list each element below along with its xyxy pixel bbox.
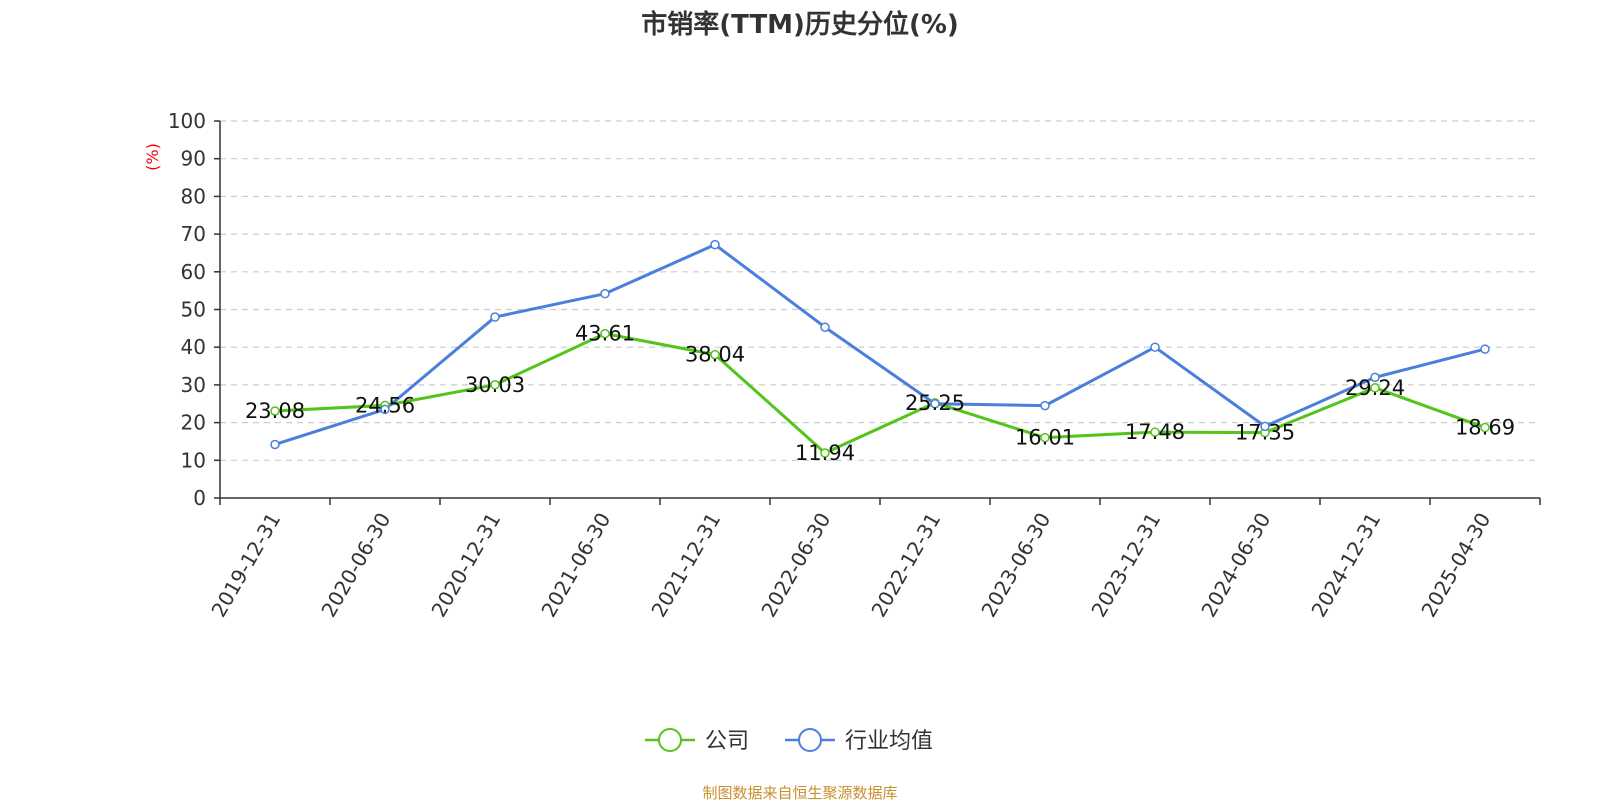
legend: 公司 行业均值: [645, 728, 933, 754]
series-1-point[interactable]: [710, 239, 720, 250]
series-1-point[interactable]: [600, 288, 610, 299]
x-tick-label: 2021-12-31: [646, 509, 725, 622]
legend-label: 公司: [705, 729, 749, 754]
data-label: 29.24: [1345, 376, 1405, 400]
x-tick-label: 2022-06-30: [756, 509, 835, 622]
y-tick-label: 80: [181, 184, 206, 208]
y-tick-label: 60: [181, 260, 206, 284]
series-0-point[interactable]: [1040, 432, 1050, 443]
legend-item-0[interactable]: 公司: [645, 728, 749, 754]
y-tick-label: 40: [181, 335, 206, 359]
series-lines: [274, 243, 1486, 455]
y-tick-label: 20: [181, 411, 206, 435]
series-0-point[interactable]: [600, 328, 610, 339]
x-tick-label: 2020-12-31: [426, 509, 505, 622]
series-0-point[interactable]: [1370, 383, 1380, 393]
series-1-point[interactable]: [820, 322, 830, 332]
y-tick-label: 90: [181, 147, 206, 171]
y-tick-label: 10: [181, 448, 206, 472]
series-0-point[interactable]: [1480, 422, 1490, 433]
data-label: 43.61: [575, 322, 635, 346]
x-tick-labels: 2019-12-31 2020-06-30 2020-12-31 2021-06-30…: [206, 509, 1495, 622]
series-1-point[interactable]: [1150, 342, 1160, 352]
axes: [214, 120, 1541, 505]
x-tick-label: 2023-12-31: [1086, 509, 1165, 622]
x-tick-label: 2024-06-30: [1196, 509, 1275, 622]
series-line-1: [274, 243, 1486, 446]
x-tick-label: 2020-06-30: [316, 509, 395, 622]
data-label: 17.48: [1125, 420, 1185, 444]
series-0-point[interactable]: [490, 380, 500, 390]
data-label: 11.94: [795, 441, 855, 465]
series-1-point[interactable]: [1480, 344, 1490, 354]
x-tick-label: 2024-12-31: [1306, 509, 1385, 622]
legend-label: 行业均值: [845, 729, 933, 754]
data-labels: 23.08 24.56 30.03 43.61 38.04 11.94 25.25 16.01…: [245, 322, 1515, 465]
x-tick-label: 2022-12-31: [866, 509, 945, 622]
grid-lines: [220, 120, 1540, 461]
series-1-point[interactable]: [490, 312, 500, 322]
y-tick-label: 0: [193, 486, 206, 510]
data-label: 23.08: [245, 399, 305, 423]
series-0-point[interactable]: [710, 349, 720, 360]
series-1-point[interactable]: [1370, 372, 1380, 383]
data-label: 30.03: [465, 373, 525, 397]
data-label: 18.69: [1455, 416, 1515, 440]
y-tick-label: 30: [181, 373, 206, 397]
series-0-point[interactable]: [1150, 427, 1160, 437]
chart-title: 市销率(TTM)历史分位(%): [641, 10, 959, 40]
y-axis-label: (%): [143, 143, 162, 171]
series-line-0: [274, 332, 1486, 455]
series-1-point[interactable]: [380, 404, 390, 415]
data-label: 24.56: [355, 393, 415, 417]
x-tick-label: 2021-06-30: [536, 509, 615, 622]
legend-marker: [658, 728, 682, 752]
series-1-point[interactable]: [1260, 421, 1270, 432]
series-0-point[interactable]: [270, 406, 280, 416]
series-1-point[interactable]: [1040, 400, 1050, 411]
y-tick-label: 70: [181, 222, 206, 246]
x-tick-label: 2025-04-30: [1416, 509, 1495, 622]
y-tick-labels: 0 10 20 30 40 50 60 70 80 90 100: [168, 109, 206, 510]
y-tick-label: 100: [168, 109, 206, 133]
data-label: 16.01: [1015, 426, 1075, 450]
x-tick-label: 2019-12-31: [206, 509, 285, 622]
data-label: 25.25: [905, 391, 965, 415]
source-note: 制图数据来自恒生聚源数据库: [702, 784, 898, 802]
legend-marker: [798, 728, 822, 752]
series-0-point[interactable]: [820, 448, 830, 458]
series-1-point[interactable]: [270, 439, 280, 450]
series-points: [270, 239, 1490, 458]
x-tick-label: 2023-06-30: [976, 509, 1055, 622]
y-tick-label: 50: [181, 298, 206, 322]
data-label: 38.04: [685, 343, 745, 367]
legend-item-1[interactable]: 行业均值: [785, 728, 933, 754]
data-label: 17.35: [1235, 421, 1295, 445]
series-1-point[interactable]: [930, 399, 940, 409]
